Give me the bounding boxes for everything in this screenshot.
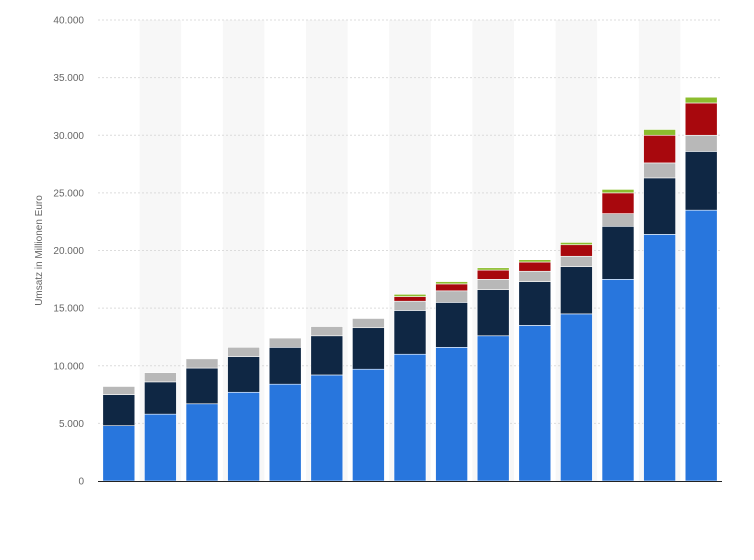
bar-segment (227, 347, 260, 357)
bar-segment (601, 213, 635, 227)
bar-segment (435, 302, 468, 348)
bar-segment (518, 261, 552, 272)
bar-stack (352, 318, 385, 482)
bar-segment (560, 255, 593, 267)
bar-segment (601, 279, 635, 482)
bar-segment (185, 358, 219, 369)
bar-segment (601, 189, 635, 194)
bar-stack (227, 347, 260, 482)
bar-segment (185, 403, 219, 482)
bar-stack (185, 358, 219, 482)
bar-segment (560, 244, 593, 257)
y-tick-label: 10.000 (53, 361, 84, 372)
bar-segment (684, 209, 718, 482)
bar-segment (227, 356, 260, 393)
bar-segment (144, 381, 177, 415)
bar-segment (560, 313, 593, 482)
bar-segment (518, 259, 552, 263)
bar-segment (227, 391, 260, 482)
bar-segment (601, 225, 635, 280)
bar-segment (643, 177, 676, 235)
y-tick-label: 30.000 (53, 131, 84, 142)
bar-segment (435, 281, 468, 285)
bar-segment (268, 347, 302, 385)
bar-segment (476, 279, 510, 290)
bar-segment (268, 383, 302, 482)
bar-segment (476, 335, 510, 482)
bar-segment (518, 325, 552, 482)
y-tick-label: 40.000 (53, 16, 84, 27)
bar-segment (601, 192, 635, 214)
bar-segment (518, 270, 552, 282)
bar-stack (560, 242, 593, 482)
bar-segment (310, 374, 344, 482)
bar-segment (684, 151, 718, 211)
y-tick-label: 5.000 (59, 419, 84, 430)
bar-stack (393, 293, 427, 482)
bar-stack (643, 129, 676, 482)
y-tick-label: 25.000 (53, 188, 84, 199)
y-tick-label: 20.000 (53, 246, 84, 257)
bar-stack (144, 372, 177, 482)
bar-segment (643, 134, 676, 164)
bar-segment (560, 266, 593, 315)
bar-segment (310, 335, 344, 376)
y-tick-label: 35.000 (53, 73, 84, 84)
bar-segment (476, 267, 510, 271)
bar-segment (144, 372, 177, 383)
bar-segment (476, 269, 510, 280)
bar-segment (684, 96, 718, 104)
y-axis-title: Umsatz in Millionen Euro (34, 195, 45, 306)
bar-segment (102, 425, 136, 482)
bar-segment (102, 386, 136, 395)
bar-segment (185, 367, 219, 405)
bar-segment (102, 394, 136, 426)
bar-stack (435, 281, 468, 482)
bar-segment (684, 134, 718, 152)
bar-stack (268, 337, 302, 482)
y-tick-label: 15.000 (53, 304, 84, 315)
bar-segment (393, 310, 427, 355)
bar-segment (560, 242, 593, 246)
bar-stack (601, 189, 635, 482)
bar-segment (268, 337, 302, 348)
bar-segment (435, 290, 468, 303)
bar-segment (352, 327, 385, 370)
bar-segment (643, 234, 676, 482)
bars (102, 96, 718, 482)
bar-segment (643, 162, 676, 179)
bar-stack (684, 96, 718, 482)
y-axis-tick-labels: 0 5.000 10.000 15.000 20.000 25.000 30.000 35.0… (53, 16, 84, 488)
bar-stack (518, 259, 552, 482)
bar-segment (684, 102, 718, 136)
bar-segment (643, 129, 676, 136)
bar-stack (102, 386, 136, 482)
bar-segment (393, 296, 427, 302)
bar-segment (393, 293, 427, 297)
bar-segment (393, 353, 427, 482)
bar-segment (144, 413, 177, 482)
bar-segment (476, 289, 510, 337)
bar-segment (393, 300, 427, 311)
bar-segment (518, 281, 552, 326)
bar-stack (310, 326, 344, 482)
bar-segment (435, 347, 468, 482)
bar-segment (352, 368, 385, 482)
y-tick-label: 0 (78, 477, 84, 488)
bar-segment (435, 283, 468, 292)
bar-segment (352, 318, 385, 329)
bar-segment (310, 326, 344, 337)
bar-stack (476, 267, 510, 482)
